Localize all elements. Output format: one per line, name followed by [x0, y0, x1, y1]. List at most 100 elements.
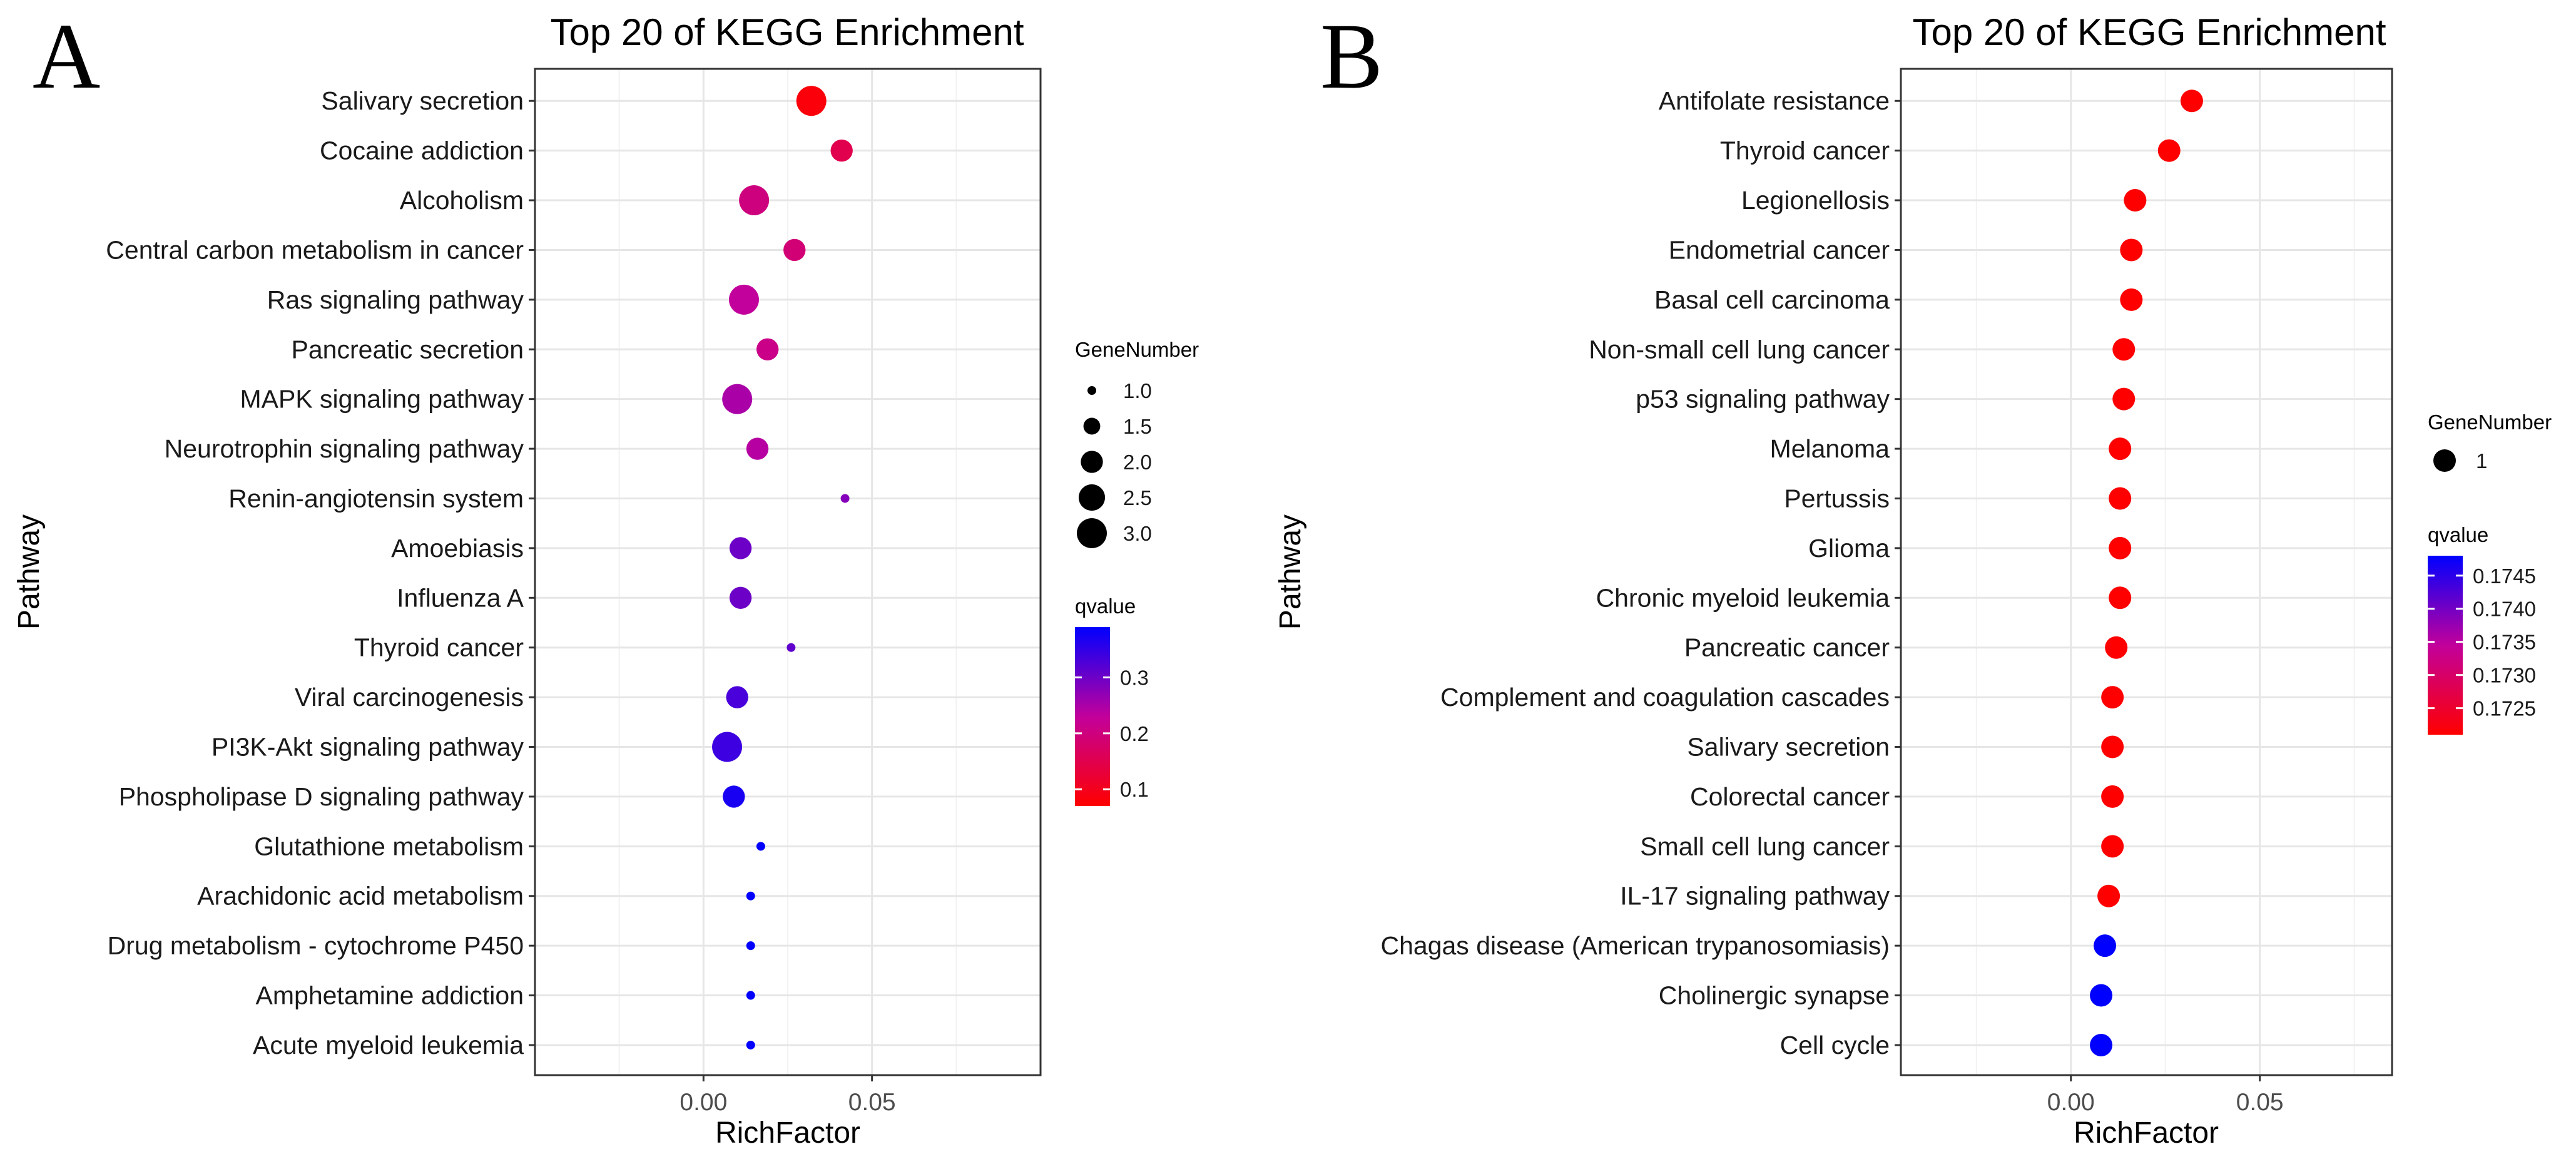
category-label: Ras signaling pathway	[267, 285, 524, 314]
data-point	[746, 891, 755, 901]
data-point	[726, 686, 748, 708]
color-legend-ticks: 0.1725 0.1730 0.1735 0.1740 0.1745	[2428, 564, 2536, 720]
color-legend-label: 0.1745	[2473, 564, 2536, 588]
data-point	[2109, 536, 2132, 559]
data-point	[2180, 89, 2203, 113]
category-label: Small cell lung cancer	[1640, 832, 1890, 860]
data-point	[783, 238, 806, 262]
data-point	[2109, 487, 2132, 510]
data-points	[2090, 89, 2203, 1056]
size-legend: 1.0 1.5 2.0 2.5 3.0	[1077, 379, 1152, 548]
data-point	[2120, 288, 2143, 311]
data-point	[712, 732, 743, 762]
size-legend-marker	[1087, 386, 1096, 395]
category-label: Colorectal cancer	[1690, 782, 1890, 811]
category-label: Central carbon metabolism in cancer	[106, 235, 524, 264]
category-label: Drug metabolism - cytochrome P450	[108, 931, 524, 960]
category-label: Renin-angiotensin system	[228, 484, 524, 513]
category-label: Thyroid cancer	[1720, 136, 1890, 165]
size-legend-label: 3.0	[1123, 522, 1152, 545]
y-axis-label: Pathway	[13, 514, 46, 630]
category-label: Pertussis	[1784, 484, 1890, 513]
category-label: Acute myeloid leukemia	[253, 1031, 524, 1059]
category-label: Cocaine addiction	[320, 136, 524, 165]
data-point	[746, 991, 755, 1000]
category-label: Basal cell carcinoma	[1654, 285, 1890, 314]
grid-lines	[534, 69, 1042, 1075]
data-point	[746, 1040, 755, 1049]
category-label: Amoebiasis	[391, 534, 524, 563]
data-point	[830, 139, 853, 162]
category-label: Salivary secretion	[321, 86, 524, 115]
data-point	[787, 643, 796, 652]
data-point	[796, 86, 827, 116]
color-legend-label: 0.3	[1120, 666, 1149, 689]
data-point	[746, 941, 755, 951]
x-tick-label: 0.05	[848, 1089, 896, 1116]
category-label: Pancreatic secretion	[292, 335, 524, 364]
chart-panel-b: B Top 20 of KEGG Enrichment Antifolate r…	[1274, 4, 2552, 1150]
data-points	[712, 86, 853, 1049]
category-label: Amphetamine addiction	[256, 981, 524, 1010]
category-label: Thyroid cancer	[354, 633, 524, 662]
category-label: PI3K-Akt signaling pathway	[211, 733, 524, 762]
category-label: Cholinergic synapse	[1659, 981, 1890, 1010]
color-legend-title: qvalue	[2428, 523, 2488, 546]
category-label: Alcoholism	[400, 186, 524, 215]
data-point	[756, 842, 765, 851]
color-legend-label: 0.1740	[2473, 598, 2536, 621]
size-legend: 1	[2433, 449, 2487, 472]
color-legend-label: 0.1725	[2473, 697, 2536, 720]
data-point	[746, 437, 769, 460]
data-point	[2090, 984, 2113, 1007]
category-label: Pancreatic cancer	[1684, 633, 1890, 662]
data-point	[756, 338, 779, 360]
size-legend-marker	[1081, 451, 1103, 473]
size-legend-title: GeneNumber	[2428, 411, 2552, 434]
x-tick-label: 0.00	[680, 1089, 727, 1116]
data-point	[840, 494, 850, 503]
category-label: Cell cycle	[1780, 1031, 1890, 1059]
data-point	[2090, 1033, 2113, 1056]
x-axis-label: RichFactor	[2074, 1116, 2219, 1150]
plot-frame	[1900, 68, 2393, 1076]
category-label: p53 signaling pathway	[1636, 385, 1890, 414]
category-label: Influenza A	[397, 583, 524, 612]
data-point	[722, 384, 753, 414]
data-point	[723, 785, 745, 808]
category-labels: Salivary secretion Cocaine addiction Alcoh…	[106, 86, 535, 1059]
data-point	[2109, 437, 2132, 461]
x-axis-ticks: 0.00 0.05	[680, 1075, 896, 1116]
y-axis-label: Pathway	[1274, 514, 1307, 630]
data-point	[729, 537, 752, 559]
category-label: Glutathione metabolism	[254, 832, 524, 860]
color-legend-label: 0.1735	[2473, 631, 2536, 654]
data-point	[2101, 835, 2124, 858]
size-legend-marker	[2433, 449, 2456, 472]
x-tick-label: 0.00	[2047, 1089, 2095, 1116]
category-label: Chagas disease (American trypanosomiasis…	[1380, 931, 1890, 960]
size-legend-marker	[1078, 484, 1106, 511]
panel-letter-a: A	[33, 4, 100, 108]
data-point	[2101, 785, 2124, 808]
color-legend-ticks: 0.1 0.2 0.3	[1075, 666, 1149, 801]
size-legend-label: 2.0	[1123, 451, 1152, 474]
size-legend-label: 2.5	[1123, 486, 1152, 509]
data-point	[739, 185, 770, 216]
category-label: IL-17 signaling pathway	[1620, 882, 1890, 911]
plot-frame	[534, 68, 1042, 1076]
data-point	[2112, 338, 2136, 361]
size-legend-marker	[1077, 518, 1107, 548]
x-axis-label: RichFactor	[715, 1116, 860, 1150]
color-legend-title: qvalue	[1075, 595, 1136, 618]
panel-letter-b: B	[1320, 4, 1383, 108]
data-point	[2105, 636, 2128, 659]
category-label: MAPK signaling pathway	[240, 385, 524, 414]
chart-title: Top 20 of KEGG Enrichment	[1912, 11, 2386, 53]
data-point	[2109, 586, 2132, 610]
grid-lines	[1901, 69, 2392, 1075]
x-axis-ticks: 0.00 0.05	[2047, 1075, 2284, 1116]
data-point	[729, 586, 752, 609]
size-legend-marker	[1083, 417, 1101, 435]
